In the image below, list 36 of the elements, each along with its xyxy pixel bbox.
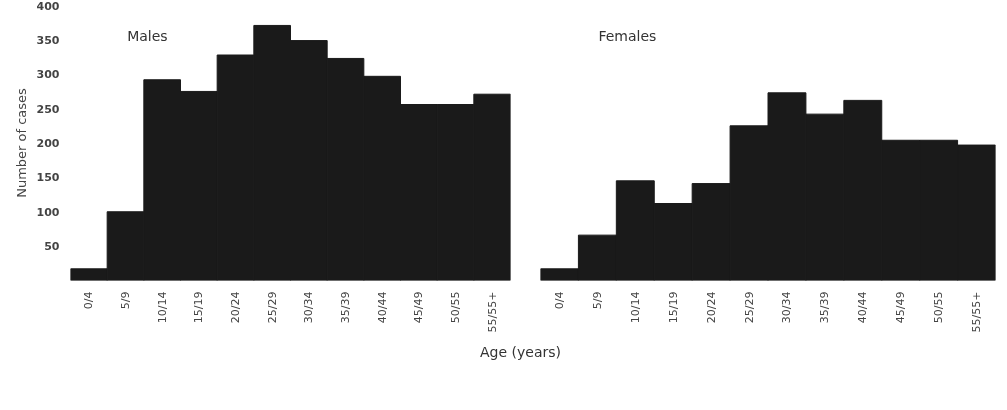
x-tick-label: 10/14	[155, 291, 169, 324]
x-tick-label: 50/55	[932, 291, 946, 324]
x-tick-label: 0/4	[82, 291, 96, 310]
y-tick-label: 250	[36, 102, 60, 116]
y-tick-label: 200	[36, 137, 60, 150]
x-tick-label: 20/24	[704, 291, 718, 324]
x-tick-label: 45/49	[894, 291, 908, 324]
x-tick-label: 5/9	[590, 291, 604, 310]
x-tick-label: 35/39	[339, 291, 352, 324]
x-tick-label: 15/19	[192, 291, 206, 324]
y-tick-label: 150	[36, 171, 60, 185]
x-tick-label: 30/34	[780, 291, 794, 324]
x-tick-label: 20/24	[229, 291, 242, 324]
x-tick-label: 30/34	[302, 291, 316, 324]
y-axis-title: Number of cases	[13, 87, 29, 198]
x-tick-label: 40/44	[856, 291, 870, 324]
y-tick-label: 300	[36, 68, 60, 82]
x-tick-label: 5/9	[119, 291, 132, 310]
y-tick-label: 350	[36, 33, 60, 47]
y-tick-label: 400	[36, 0, 60, 13]
x-tick-label: 45/49	[412, 291, 426, 324]
text: Males	[127, 28, 168, 44]
y-tick-label: 100	[36, 205, 60, 219]
x-tick-label: 50/55	[449, 291, 462, 324]
x-tick-label: 0/4	[552, 291, 566, 310]
text: Females	[598, 28, 657, 44]
x-tick-label: 55/55+	[970, 291, 984, 333]
x-axis-title: Age (years)	[480, 343, 561, 360]
x-tick-label: 35/39	[818, 291, 832, 324]
x-tick-label: 15/19	[666, 291, 680, 324]
x-tick-label: 10/14	[628, 291, 642, 324]
x-tick-label: 40/44	[375, 291, 389, 324]
x-tick-label: 55/55+	[485, 291, 499, 333]
x-tick-label: 25/29	[265, 291, 279, 324]
y-tick-label: 50	[44, 240, 60, 254]
x-tick-label: 25/29	[742, 291, 756, 324]
